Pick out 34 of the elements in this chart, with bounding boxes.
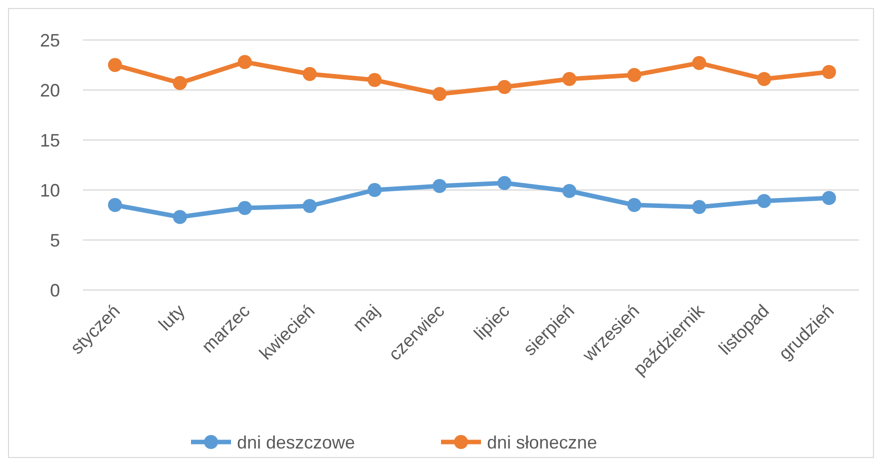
- point: [432, 87, 447, 101]
- point: [238, 55, 252, 69]
- point: [757, 194, 772, 208]
- point: [822, 191, 836, 205]
- point: [627, 198, 642, 212]
- point: [627, 68, 642, 82]
- point: [432, 179, 447, 193]
- legend-label: dni słoneczne: [487, 432, 598, 452]
- point: [822, 65, 836, 79]
- y-tick-label: 25: [40, 30, 60, 50]
- point: [692, 200, 706, 214]
- point: [302, 67, 317, 81]
- y-tick-label: 10: [40, 180, 60, 200]
- point: [757, 72, 772, 86]
- legend-label: dni deszczowe: [237, 432, 356, 452]
- point: [172, 210, 187, 224]
- y-tick-label: 0: [50, 280, 60, 300]
- point: [368, 73, 382, 87]
- x-tick-label: maj: [348, 300, 384, 336]
- y-tick-label: 20: [40, 80, 60, 100]
- point: [497, 176, 512, 190]
- y-tick-label: 5: [50, 230, 60, 250]
- point: [692, 56, 706, 70]
- y-tick-label: 15: [40, 130, 60, 150]
- point: [238, 201, 252, 215]
- point: [497, 80, 512, 94]
- point: [368, 183, 382, 197]
- point: [108, 58, 122, 72]
- point: [562, 72, 576, 86]
- point: [562, 184, 576, 198]
- x-tick-label: luty: [154, 300, 189, 335]
- point: [108, 198, 122, 212]
- point: [302, 199, 317, 213]
- point: [172, 76, 187, 90]
